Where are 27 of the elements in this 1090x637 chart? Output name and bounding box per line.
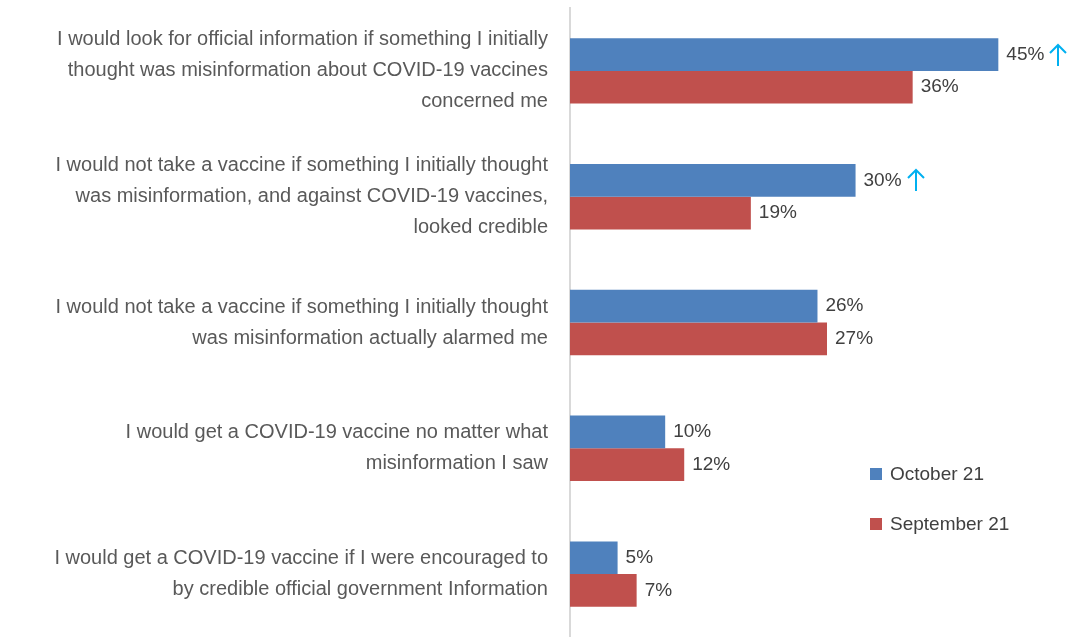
data-label: 12% [692,452,731,474]
bar [570,38,999,71]
y-tick-label: I would not take a vaccine if something I initially thought was misinformation actually alarmed me [55,294,549,348]
data-label: 27% [835,327,874,349]
bar [570,289,818,323]
bar [570,322,827,356]
y-tick-label: I would not take a vaccine if something I initially thought was misinformation, and against COVID-19 vaccines, looked credible [55,153,549,238]
data-label: 45% [1006,42,1045,64]
data-label: 10% [673,420,712,442]
y-tick-label: I would get a COVID-19 vaccine no matter what misinformation I saw [125,420,549,474]
legend-label: September 21 [890,513,1010,535]
y-tick-label: I would get a COVID-19 vaccine if I were encouraged to by credible official government Information [54,546,548,600]
bar [570,70,913,104]
bar [570,415,666,449]
data-label: 30% [863,168,902,190]
y-tick-label: I would look for official information if something I initially thought was misinformation about COVID-19 vaccines concerned me [57,27,548,112]
data-label: 19% [758,201,797,223]
bar [570,163,856,197]
data-label: 36% [920,75,959,97]
data-label: 7% [644,578,673,600]
data-label: 5% [625,545,654,567]
bar [570,541,618,575]
legend-label: October 21 [890,463,984,485]
data-label: 26% [825,294,864,316]
bar [570,196,751,230]
bar [570,448,685,482]
bar [570,574,637,607]
